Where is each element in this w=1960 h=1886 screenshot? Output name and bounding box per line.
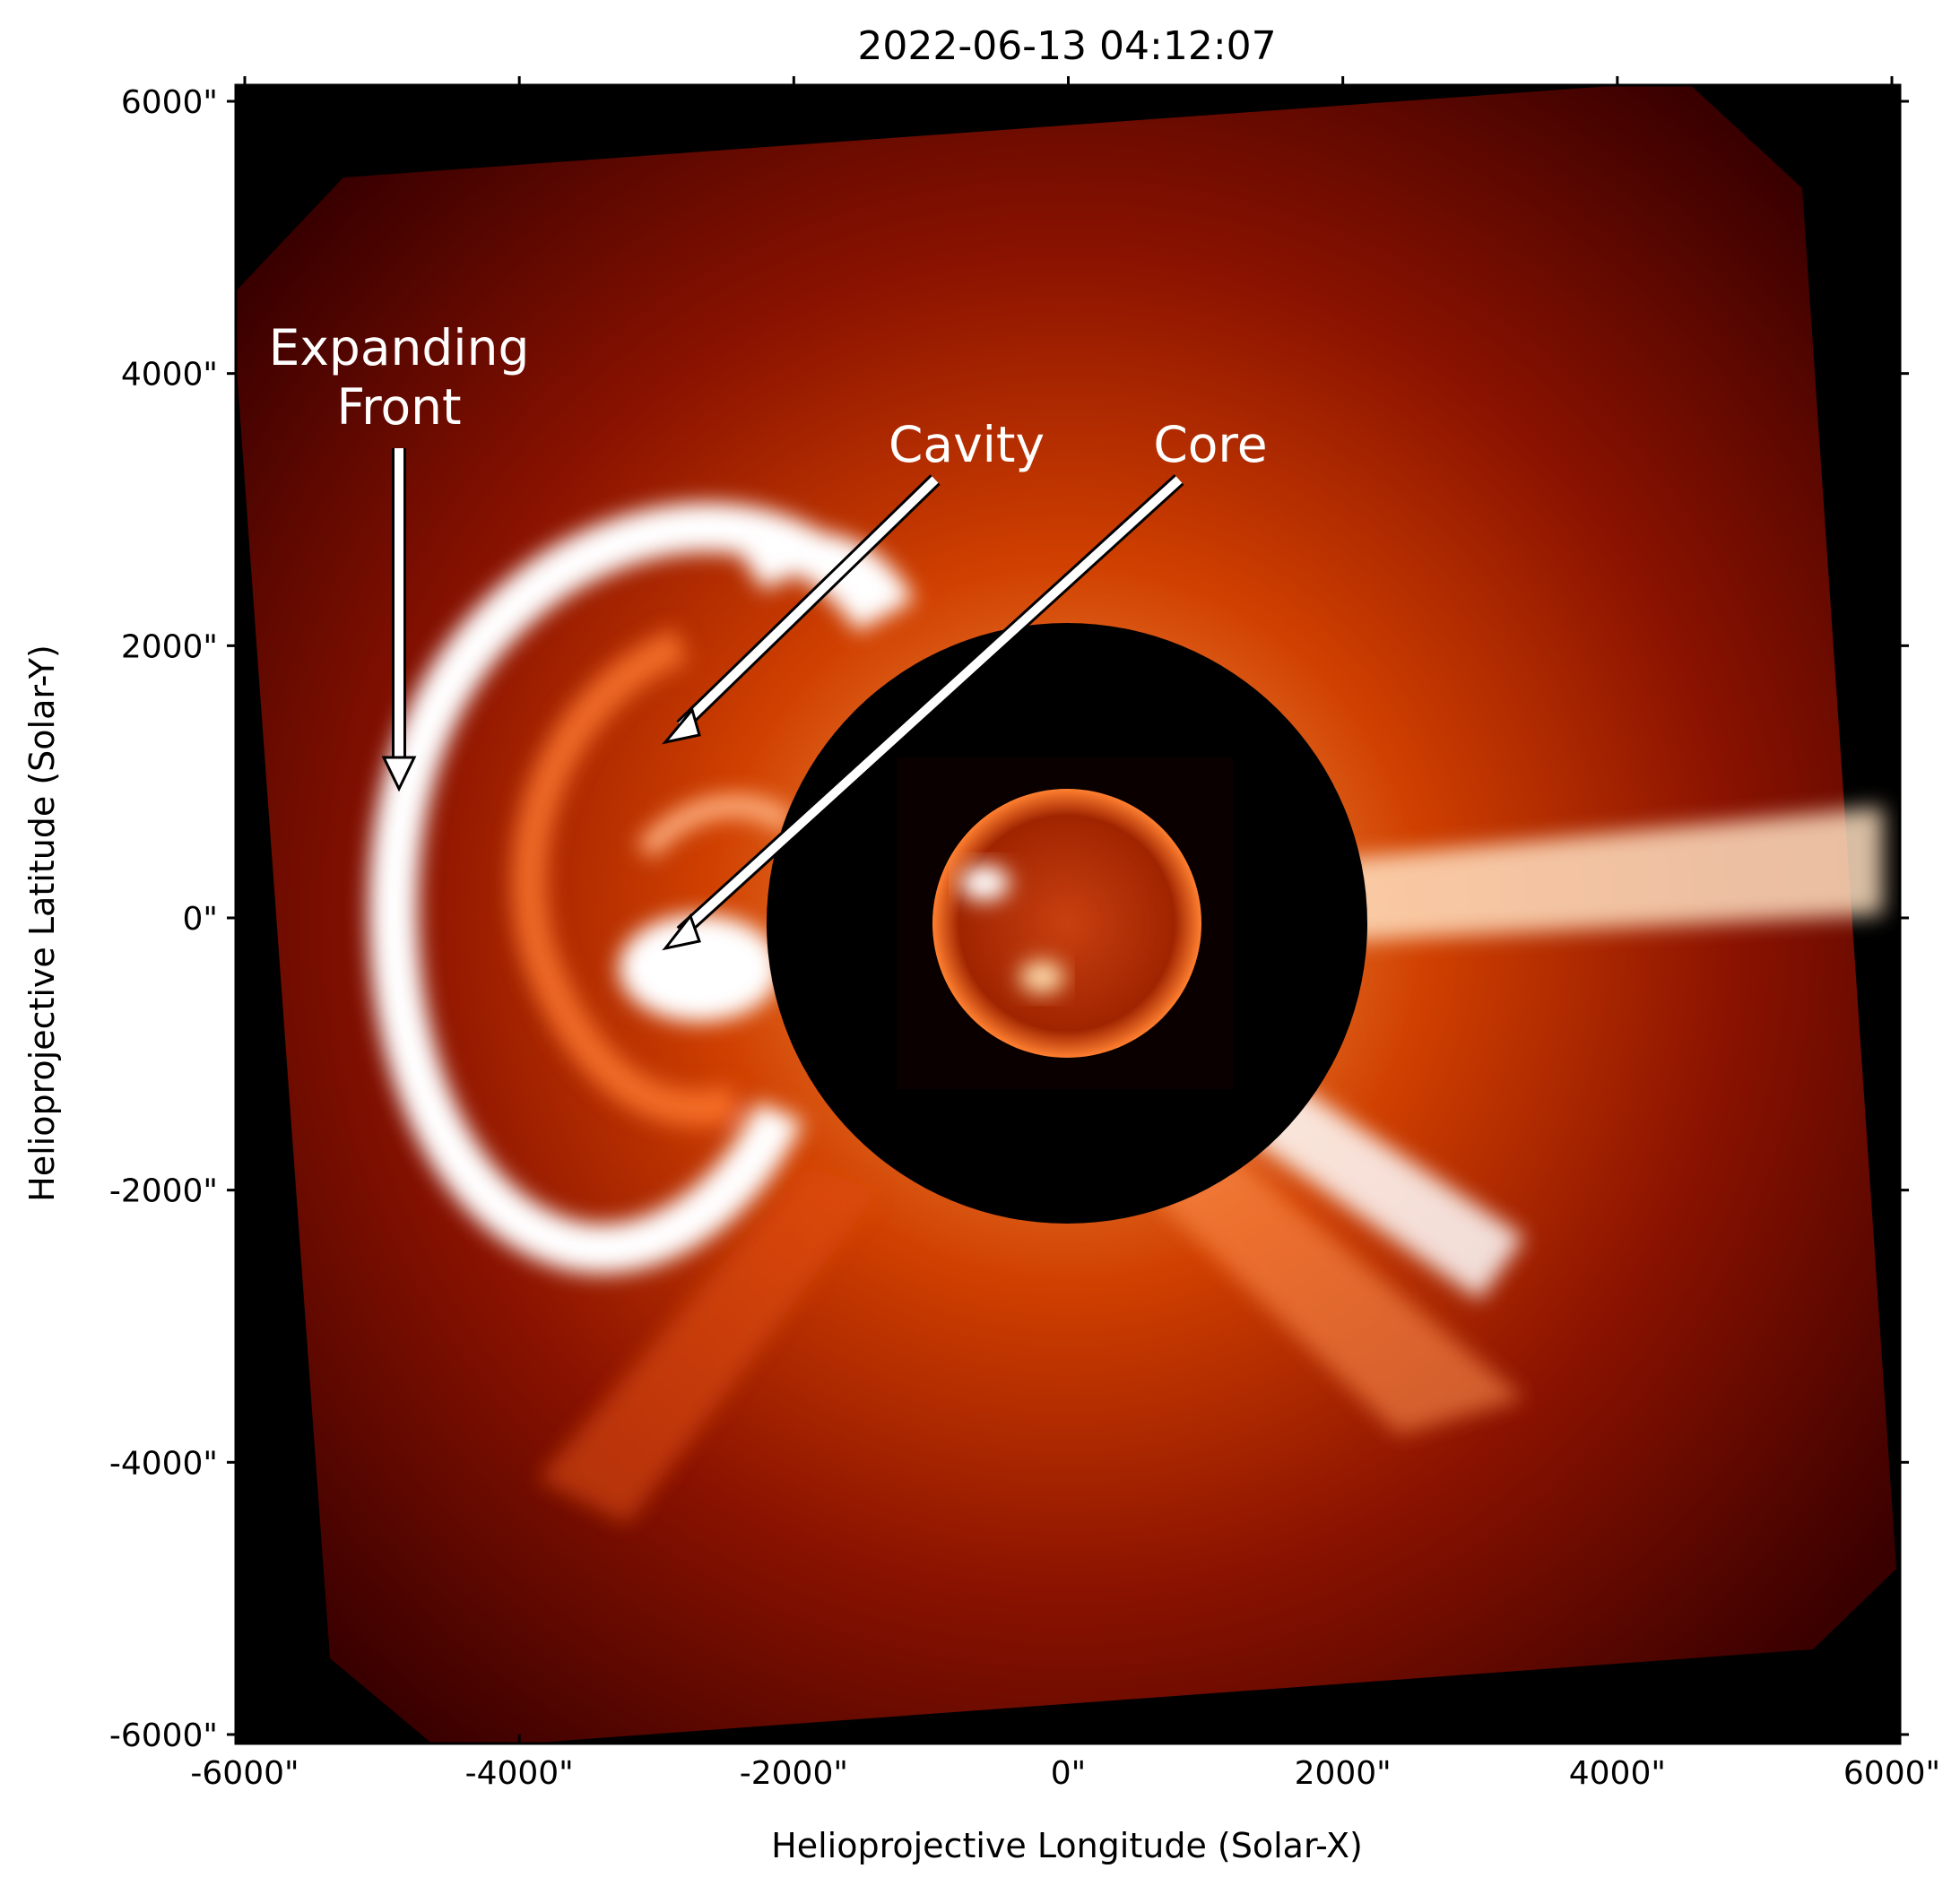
y-tick-label: -4000" <box>109 1445 218 1482</box>
arrow-expanding-front <box>381 448 417 792</box>
active-regions <box>959 865 1064 993</box>
y-tick-label: 6000" <box>121 84 218 121</box>
y-axis-title: Helioprojective Latitude (Solar-Y) <box>22 645 62 1202</box>
x-tick-label: -2000" <box>740 1755 848 1792</box>
annotation-core: Core <box>1153 416 1267 473</box>
x-tick-label: 6000" <box>1843 1755 1940 1792</box>
x-tick-label: -4000" <box>465 1755 574 1792</box>
arrow-core <box>662 474 1184 951</box>
y-tick-label: -2000" <box>109 1173 218 1210</box>
x-axis-title: Helioprojective Longitude (Solar-X) <box>771 1826 1363 1865</box>
coronal-streamers <box>538 807 1883 1524</box>
sun-disk <box>932 789 1201 1058</box>
annotations: Expanding Front Cavity Core <box>269 319 1268 951</box>
cme-structure <box>369 502 915 1274</box>
arrow-cavity <box>662 474 941 745</box>
x-tick-label: -6000" <box>190 1755 299 1792</box>
y-tick-label: 2000" <box>121 628 218 665</box>
annotation-cavity: Cavity <box>889 416 1045 473</box>
y-tick-label: -6000" <box>109 1717 218 1754</box>
y-axis-ticks: 6000" 4000" 2000" 0" -2000" -4000" -6000" <box>109 84 1909 1754</box>
x-tick-label: 2000" <box>1295 1755 1392 1792</box>
annotation-expanding-front-line2: Front <box>336 378 461 436</box>
x-tick-label: 4000" <box>1569 1755 1666 1792</box>
x-tick-label: 0" <box>1051 1755 1086 1792</box>
x-axis-ticks: -6000" -4000" -2000" 0" 2000" 4000" 6000" <box>190 76 1940 1792</box>
y-tick-label: 0" <box>183 901 218 938</box>
figure-title: 2022-06-13 04:12:07 <box>857 23 1276 69</box>
y-tick-label: 4000" <box>121 357 218 394</box>
annotation-expanding-front: Expanding <box>269 319 530 376</box>
